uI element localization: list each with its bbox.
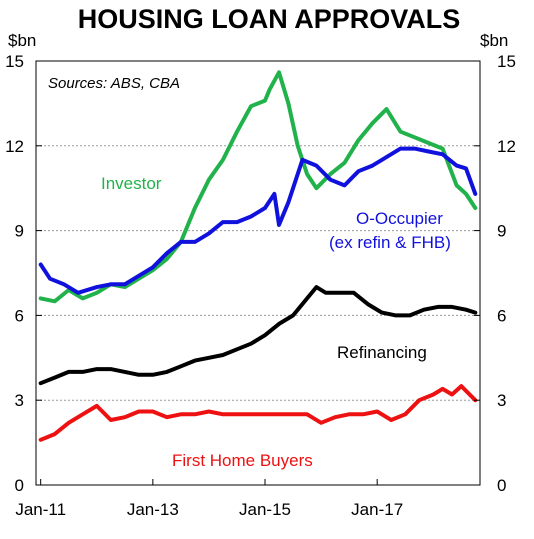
series-label-owner-occupier: O-Occupier: [356, 209, 443, 228]
series-label-investor: Investor: [101, 174, 162, 193]
y-tick-label-right: 6: [497, 306, 506, 325]
x-tick-label: Jan-13: [127, 500, 179, 519]
x-tick-label: Jan-11: [15, 500, 66, 519]
plot-frame: [35, 60, 481, 486]
y-tick-labels-right: 0 3 6 9 12 15: [497, 52, 516, 495]
y-tick-label-right: 3: [497, 391, 506, 410]
chart-title: HOUSING LOAN APPROVALS: [78, 4, 461, 34]
y-tick-label-right: 12: [497, 137, 516, 156]
series-label-first-home-buyers: First Home Buyers: [172, 451, 313, 470]
y-tick-label-left: 0: [15, 476, 24, 495]
source-note: Sources: ABS, CBA: [48, 75, 180, 92]
y-tick-label-left: 9: [15, 222, 24, 241]
y-tick-label-right: 0: [497, 476, 506, 495]
y-tick-label-left: 3: [15, 391, 24, 410]
y-tick-label-left: 6: [15, 306, 24, 325]
series-line-o-occupier: [38, 146, 478, 295]
series-line-first-home-buyers: [38, 384, 478, 442]
y-unit-right: $bn: [480, 31, 508, 50]
y-tick-labels-left: 0 3 6 9 12 15: [5, 52, 24, 495]
x-tick-labels: Jan-11 Jan-13 Jan-15 Jan-17: [15, 500, 403, 519]
y-tick-label-right: 15: [497, 52, 516, 71]
y-tick-label-left: 15: [5, 52, 24, 71]
x-tick-label: Jan-17: [351, 500, 403, 519]
y-tick-label-right: 9: [497, 222, 506, 241]
y-unit-left: $bn: [8, 31, 36, 50]
x-tick-label: Jan-15: [239, 500, 291, 519]
axis-ticks: [36, 60, 480, 486]
y-tick-label-left: 12: [5, 137, 24, 156]
series-label-owner-occupier-note: (ex refin & FHB): [329, 233, 451, 252]
series-line-refinancing: [38, 285, 478, 386]
series-group: [38, 70, 478, 442]
series-label-refinancing: Refinancing: [337, 343, 427, 362]
